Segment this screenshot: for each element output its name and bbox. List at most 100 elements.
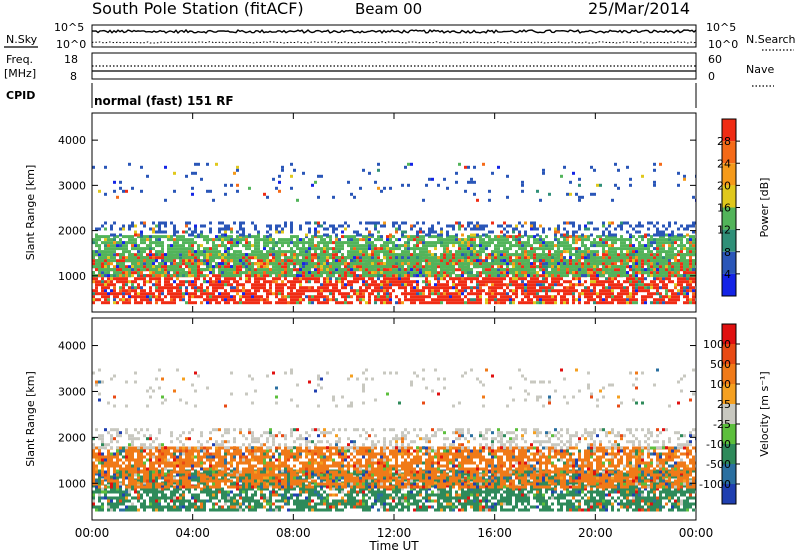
heatmap-cell [296, 298, 299, 301]
heatmap-cell [443, 277, 446, 280]
heatmap-cell [212, 271, 215, 274]
heatmap-cell [398, 298, 401, 301]
heatmap-cell [593, 289, 596, 292]
heatmap-cell [293, 250, 296, 253]
heatmap-cell [641, 277, 644, 280]
heatmap-cell [485, 265, 488, 268]
heatmap-cell [350, 262, 353, 265]
heatmap-cell [497, 274, 500, 277]
heatmap-cell [518, 286, 521, 289]
heatmap-cell [533, 238, 536, 241]
heatmap-cell [185, 274, 188, 277]
heatmap-cell [278, 259, 281, 262]
heatmap-cell [614, 268, 617, 271]
heatmap-cell [443, 244, 446, 247]
heatmap-cell [146, 295, 149, 298]
heatmap-cell [458, 256, 461, 259]
heatmap-cell [308, 295, 311, 298]
heatmap-cell [692, 241, 695, 244]
heatmap-cell [170, 268, 173, 271]
heatmap-cell [323, 238, 326, 241]
heatmap-cell [356, 295, 359, 298]
heatmap-cell [599, 256, 602, 259]
heatmap-cell [353, 250, 356, 253]
heatmap-cell [689, 298, 692, 301]
heatmap-cell [416, 222, 419, 225]
heatmap-cell [191, 280, 194, 283]
heatmap-cell [449, 259, 452, 262]
heatmap-cell [233, 244, 236, 247]
heatmap-cell [224, 289, 227, 292]
heatmap-cell [629, 298, 632, 301]
heatmap-cell [560, 262, 563, 265]
heatmap-cell [341, 286, 344, 289]
heatmap-cell [362, 280, 365, 283]
heatmap-cell [464, 241, 467, 244]
heatmap-cell [656, 271, 659, 274]
heatmap-cell [605, 301, 608, 304]
heatmap-cell [653, 262, 656, 265]
heatmap-cell [131, 280, 134, 283]
heatmap-cell [446, 274, 449, 277]
heatmap-cell [161, 298, 164, 301]
heatmap-cell [143, 292, 146, 295]
heatmap-cell [224, 301, 227, 304]
heatmap-cell [104, 298, 107, 301]
heatmap-cell [497, 238, 500, 241]
heatmap-cell [488, 244, 491, 247]
heatmap-cell [533, 268, 536, 271]
heatmap-cell [152, 259, 155, 262]
heatmap-cell [290, 241, 293, 244]
heatmap-cell [242, 289, 245, 292]
heatmap-cell [242, 295, 245, 298]
heatmap-cell [401, 262, 404, 265]
heatmap-cell [302, 265, 305, 268]
heatmap-cell [662, 277, 665, 280]
heatmap-cell [251, 295, 254, 298]
heatmap-cell [146, 238, 149, 241]
noise-panel [92, 25, 696, 47]
heatmap-cell [335, 228, 338, 231]
heatmap-cell [431, 274, 434, 277]
heatmap-cell [203, 280, 206, 283]
heatmap-cell [641, 256, 644, 259]
heatmap-cell [209, 238, 212, 241]
heatmap-cell [98, 259, 101, 262]
heatmap-cell [341, 244, 344, 247]
heatmap-cell [158, 286, 161, 289]
heatmap-cell [623, 265, 626, 268]
heatmap-cell [680, 262, 683, 265]
heatmap-cell [620, 259, 623, 262]
heatmap-cell [215, 247, 218, 250]
heatmap-cell [155, 286, 158, 289]
heatmap-cell [332, 250, 335, 253]
heatmap-cell [482, 228, 485, 231]
heatmap-cell [248, 253, 251, 256]
heatmap-cell [260, 259, 263, 262]
heatmap-cell [119, 274, 122, 277]
heatmap-cell [101, 277, 104, 280]
heatmap-cell [572, 265, 575, 268]
heatmap-cell [137, 265, 140, 268]
heatmap-cell [101, 274, 104, 277]
heatmap-cell [509, 262, 512, 265]
freq-unit: [MHz] [4, 67, 36, 80]
heatmap-cell [527, 295, 530, 298]
heatmap-cell [659, 238, 662, 241]
heatmap-cell [419, 292, 422, 295]
heatmap-cell [365, 283, 368, 286]
heatmap-cell [323, 259, 326, 262]
heatmap-cell [185, 301, 188, 304]
heatmap-cell [125, 235, 128, 238]
heatmap-cell [179, 289, 182, 292]
heatmap-cell [476, 250, 479, 253]
heatmap-cell [551, 301, 554, 304]
heatmap-cell [635, 283, 638, 286]
heatmap-cell [386, 235, 389, 238]
heatmap-cell [512, 238, 515, 241]
heatmap-cell [206, 292, 209, 295]
heatmap-cell [452, 271, 455, 274]
heatmap-cell [380, 274, 383, 277]
heatmap-cell [347, 271, 350, 274]
heatmap-cell [473, 265, 476, 268]
